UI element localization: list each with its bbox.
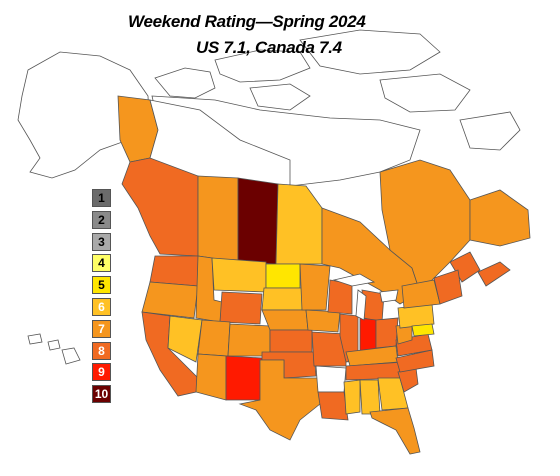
region-hawaii: [27, 333, 81, 365]
legend-swatch-10: 10: [92, 385, 111, 404]
legend-swatch-7: 7: [92, 319, 111, 338]
legend-swatch-4: 4: [92, 254, 111, 273]
region-florida: [369, 407, 421, 455]
region-washington: [149, 255, 199, 287]
region-manitoba: [275, 183, 323, 265]
region-ontario: [321, 207, 421, 305]
region-british-columbia: [121, 157, 199, 257]
legend-swatch-9: 9: [92, 363, 111, 382]
region-utah: [197, 319, 231, 357]
region-alabama: [359, 379, 381, 415]
region-arizona: [195, 353, 227, 401]
arctic-islands: [154, 29, 521, 151]
region-minnesota: [299, 263, 331, 311]
region-louisiana: [317, 391, 349, 421]
region-saskatchewan: [237, 177, 279, 265]
region-nova-scotia: [477, 261, 511, 287]
region-alaska: [17, 51, 151, 179]
legend-swatch-5: 5: [92, 276, 111, 295]
region-iowa: [305, 309, 341, 333]
region-south-dakota: [261, 287, 303, 311]
region-colorado: [227, 323, 271, 357]
region-north-dakota: [265, 263, 301, 289]
region-nebraska: [261, 309, 309, 331]
region-quebec: [379, 159, 471, 293]
region-nevada: [167, 315, 203, 363]
region-new-england: [433, 269, 463, 305]
region-maryland: [411, 323, 435, 337]
legend-swatch-2: 2: [92, 210, 111, 229]
region-labrador: [469, 189, 531, 247]
great-lakes: [332, 273, 399, 321]
region-mississippi: [343, 379, 361, 415]
region-oregon: [141, 281, 199, 319]
region-montana: [211, 257, 267, 293]
region-kansas: [269, 329, 313, 353]
map-title: Weekend Rating—Spring 2024: [128, 12, 366, 31]
region-alberta: [197, 175, 239, 263]
region-north-carolina: [395, 349, 435, 373]
map-subtitle: US 7.1, Canada 7.4: [196, 38, 342, 57]
region-wyoming: [219, 291, 263, 325]
rating-legend: 1 2 3 4 5 6 7 8 9 10: [92, 189, 118, 407]
legend-swatch-1: 1: [92, 189, 111, 207]
legend-swatch-6: 6: [92, 297, 111, 316]
region-arkansas: [315, 365, 347, 393]
legend-swatch-8: 8: [92, 341, 111, 360]
region-texas: [238, 359, 321, 441]
region-ohio: [375, 317, 399, 349]
region-new-mexico: [225, 355, 263, 401]
region-indiana: [359, 317, 377, 353]
legend-swatch-3: 3: [92, 232, 111, 251]
